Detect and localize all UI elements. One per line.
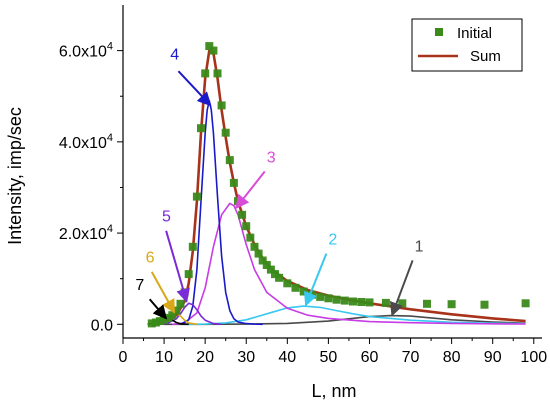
initial-point [192,192,201,201]
initial-point [349,297,357,306]
initial-point [258,256,267,265]
initial-point [324,294,333,303]
initial-point [316,292,325,301]
sum-curve [151,49,526,325]
x-tick-label: 10 [155,349,173,366]
initial-point [480,300,489,309]
initial-point [221,128,230,137]
x-tick-label: 100 [520,349,547,366]
initial-point [365,298,374,307]
y-tick-label-exp: 4 [107,41,113,53]
y-tick-label: 4.0x104 [59,132,113,152]
legend-initial-label: Initial [457,25,492,42]
annotation-arrow-4 [177,70,212,107]
annotation-label-3: 3 [267,149,276,166]
x-axis-title: L, nm [311,381,356,401]
x-tick-label: 30 [237,349,255,366]
initial-point [447,300,456,309]
initial-point [160,315,169,324]
y-tick-label-base: 2.0x10 [59,226,107,243]
initial-point [275,273,284,282]
initial-point [172,306,181,315]
initial-point [188,242,197,251]
initial-point [147,319,156,328]
initial-point [381,298,390,307]
y-tick-label-base: 0.0 [91,317,113,334]
y-tick-label-exp: 4 [107,132,113,144]
component-curve-2 [184,305,526,326]
axes: 0 10 20 30 40 50 60 70 80 90 1000.02.0x1044.0x1046… [59,5,547,366]
initial-point [164,313,173,322]
x-tick-label: 50 [319,349,337,366]
initial-point [151,318,160,327]
legend-initial-marker [435,28,443,36]
annotation-arrow-5 [165,230,190,303]
annotation-label-2: 2 [328,231,337,248]
annotation-label-1: 1 [415,238,424,255]
initial-point [423,299,431,308]
annotation-arrow-2 [303,253,328,307]
initial-point [246,233,255,242]
initial-point [156,317,164,326]
initial-point [521,299,530,308]
initial-point [266,265,275,274]
initial-point [332,295,341,304]
x-tick-label: 20 [196,349,214,366]
legend-box [411,18,523,72]
initial-point [398,299,407,308]
initial-point [283,279,292,288]
annotation-label-7: 7 [135,277,144,294]
x-tick-label: 0 [119,349,128,366]
x-tick-label: 70 [402,349,420,366]
plot-area: 4 3 2 1 5 67 [135,42,530,328]
initial-point [291,283,300,292]
initial-point [250,242,259,251]
component-curve-5 [159,302,222,326]
legend-sum-label: Sum [470,48,501,65]
x-tick-label: 60 [361,349,379,366]
annotation-arrow-1 [389,260,414,317]
x-tick-label: 40 [278,349,296,366]
legend: Initial Sum [411,18,523,72]
x-tick-label: 90 [484,349,502,366]
initial-point [213,69,222,78]
initial-point [271,270,279,279]
annotation-arrow-3 [235,170,266,210]
y-tick-label: 2.0x104 [59,223,113,243]
initial-point [176,299,185,308]
initial-point [168,311,177,320]
initial-point [262,261,271,269]
annotation-label-4: 4 [170,47,179,64]
component-curve-4 [180,100,263,326]
initial-point [217,101,226,110]
y-tick-label: 0.0 [91,317,113,334]
initial-point [254,249,263,258]
initial-point [184,270,193,279]
initial-point [205,42,214,51]
component-curve-3 [172,202,526,326]
y-tick-label: 6.0x104 [59,41,113,61]
initial-point [357,298,366,306]
initial-point [229,178,238,187]
x-tick-label: 80 [443,349,461,366]
initial-point [340,296,349,305]
initial-point [197,124,205,133]
y-axis-title: Intensity, imp/sec [5,107,25,245]
initial-point [225,156,234,165]
initial-point [238,210,247,219]
initial-point [242,222,251,231]
annotation-label-6: 6 [146,250,155,267]
y-tick-label-exp: 4 [107,223,113,235]
y-tick-label-base: 6.0x10 [59,44,107,61]
annotation-arrow-7 [148,298,168,320]
initial-point [209,46,218,55]
y-tick-label-base: 4.0x10 [59,135,107,152]
initial-point [201,69,210,78]
annotation-label-5: 5 [162,209,171,226]
initial-point [299,287,308,296]
annotation-arrow-6 [150,271,176,314]
